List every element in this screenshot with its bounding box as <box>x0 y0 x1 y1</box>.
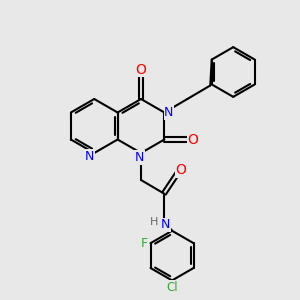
Text: N: N <box>135 151 144 164</box>
Text: O: O <box>176 163 187 177</box>
Text: H: H <box>150 217 158 227</box>
Text: Cl: Cl <box>166 280 178 293</box>
Text: N: N <box>164 106 174 119</box>
Text: O: O <box>187 133 198 146</box>
Text: F: F <box>140 237 148 250</box>
Text: O: O <box>136 63 146 77</box>
Text: N: N <box>161 218 170 232</box>
Text: N: N <box>85 150 94 163</box>
